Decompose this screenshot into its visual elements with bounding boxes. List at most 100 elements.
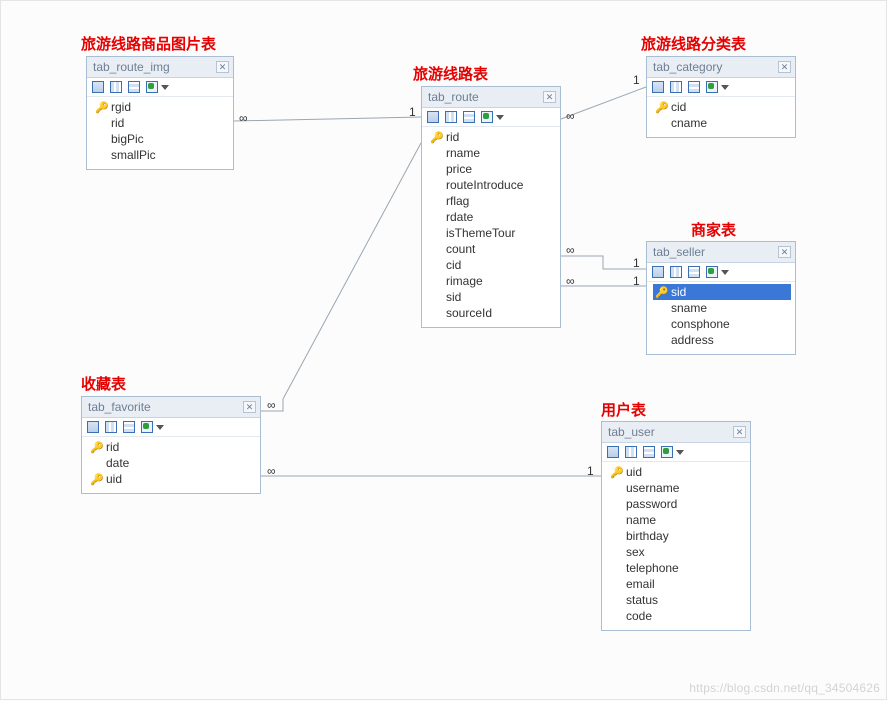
add-icon[interactable] xyxy=(146,81,158,93)
field-name: email xyxy=(626,577,655,591)
field-smallPic[interactable]: smallPic xyxy=(93,147,229,163)
field-isThemeTour[interactable]: isThemeTour xyxy=(428,225,556,241)
columns-icon[interactable] xyxy=(625,446,637,458)
rows-icon[interactable] xyxy=(688,81,700,93)
field-name: username xyxy=(626,481,679,495)
rows-icon[interactable] xyxy=(688,266,700,278)
cardinality-many: ∞ xyxy=(239,111,248,125)
field-name[interactable]: name xyxy=(608,512,746,528)
columns-icon[interactable] xyxy=(670,81,682,93)
rows-icon[interactable] xyxy=(123,421,135,433)
cardinality-one: 1 xyxy=(633,274,640,288)
rows-icon[interactable] xyxy=(128,81,140,93)
table-tab_route_img[interactable]: tab_route_img ✕ 🔑 rgid rid bigPic smallP… xyxy=(86,56,234,170)
dropdown-icon[interactable] xyxy=(721,270,729,275)
table-header[interactable]: tab_favorite ✕ xyxy=(82,397,260,418)
field-rimage[interactable]: rimage xyxy=(428,273,556,289)
close-icon[interactable]: ✕ xyxy=(778,61,791,73)
add-icon[interactable] xyxy=(661,446,673,458)
field-uid[interactable]: 🔑 uid xyxy=(608,464,746,480)
label-route: 旅游线路表 xyxy=(413,63,488,84)
field-date[interactable]: date xyxy=(88,455,256,471)
field-rflag[interactable]: rflag xyxy=(428,193,556,209)
table-header[interactable]: tab_category ✕ xyxy=(647,57,795,78)
table-header[interactable]: tab_route ✕ xyxy=(422,87,560,108)
field-cid[interactable]: 🔑 cid xyxy=(653,99,791,115)
close-icon[interactable]: ✕ xyxy=(778,246,791,258)
view-icon[interactable] xyxy=(427,111,439,123)
field-status[interactable]: status xyxy=(608,592,746,608)
field-uid[interactable]: 🔑 uid xyxy=(88,471,256,487)
rows-icon[interactable] xyxy=(463,111,475,123)
table-tab_route[interactable]: tab_route ✕ 🔑 rid rname price routeIntro… xyxy=(421,86,561,328)
field-name: name xyxy=(626,513,656,527)
cardinality-many: ∞ xyxy=(267,398,276,412)
view-icon[interactable] xyxy=(652,266,664,278)
field-rid[interactable]: 🔑 rid xyxy=(88,439,256,455)
view-icon[interactable] xyxy=(607,446,619,458)
add-icon[interactable] xyxy=(141,421,153,433)
table-title: tab_category xyxy=(651,60,722,74)
table-header[interactable]: tab_user ✕ xyxy=(602,422,750,443)
table-tab_seller[interactable]: tab_seller ✕ 🔑 sid sname consphone addre… xyxy=(646,241,796,355)
field-sname[interactable]: sname xyxy=(653,300,791,316)
field-telephone[interactable]: telephone xyxy=(608,560,746,576)
table-toolbar xyxy=(82,418,260,437)
field-cname[interactable]: cname xyxy=(653,115,791,131)
label-category: 旅游线路分类表 xyxy=(641,33,746,54)
dropdown-icon[interactable] xyxy=(156,425,164,430)
add-icon[interactable] xyxy=(481,111,493,123)
field-rid[interactable]: 🔑 rid xyxy=(428,129,556,145)
add-icon[interactable] xyxy=(706,81,718,93)
field-code[interactable]: code xyxy=(608,608,746,624)
field-rgid[interactable]: 🔑 rgid xyxy=(93,99,229,115)
table-header[interactable]: tab_seller ✕ xyxy=(647,242,795,263)
close-icon[interactable]: ✕ xyxy=(243,401,256,413)
columns-icon[interactable] xyxy=(110,81,122,93)
dropdown-icon[interactable] xyxy=(496,115,504,120)
field-name: uid xyxy=(106,472,122,486)
field-sid[interactable]: sid xyxy=(428,289,556,305)
view-icon[interactable] xyxy=(652,81,664,93)
dropdown-icon[interactable] xyxy=(721,85,729,90)
field-count[interactable]: count xyxy=(428,241,556,257)
field-name: sourceId xyxy=(446,306,492,320)
field-cid[interactable]: cid xyxy=(428,257,556,273)
pk-icon: 🔑 xyxy=(655,286,667,299)
close-icon[interactable]: ✕ xyxy=(543,91,556,103)
close-icon[interactable]: ✕ xyxy=(733,426,746,438)
columns-icon[interactable] xyxy=(105,421,117,433)
pk-icon: 🔑 xyxy=(90,473,102,486)
dropdown-icon[interactable] xyxy=(161,85,169,90)
field-rname[interactable]: rname xyxy=(428,145,556,161)
columns-icon[interactable] xyxy=(445,111,457,123)
dropdown-icon[interactable] xyxy=(676,450,684,455)
table-header[interactable]: tab_route_img ✕ xyxy=(87,57,233,78)
field-routeIntroduce[interactable]: routeIntroduce xyxy=(428,177,556,193)
field-sourceId[interactable]: sourceId xyxy=(428,305,556,321)
field-consphone[interactable]: consphone xyxy=(653,316,791,332)
field-address[interactable]: address xyxy=(653,332,791,348)
field-sex[interactable]: sex xyxy=(608,544,746,560)
rows-icon[interactable] xyxy=(643,446,655,458)
view-icon[interactable] xyxy=(92,81,104,93)
add-icon[interactable] xyxy=(706,266,718,278)
field-name: cname xyxy=(671,116,707,130)
field-rdate[interactable]: rdate xyxy=(428,209,556,225)
field-bigPic[interactable]: bigPic xyxy=(93,131,229,147)
table-tab_user[interactable]: tab_user ✕ 🔑 uid username password name … xyxy=(601,421,751,631)
field-birthday[interactable]: birthday xyxy=(608,528,746,544)
field-price[interactable]: price xyxy=(428,161,556,177)
field-rid[interactable]: rid xyxy=(93,115,229,131)
view-icon[interactable] xyxy=(87,421,99,433)
field-sid[interactable]: 🔑 sid xyxy=(653,284,791,300)
field-name: sex xyxy=(626,545,645,559)
field-email[interactable]: email xyxy=(608,576,746,592)
field-username[interactable]: username xyxy=(608,480,746,496)
table-tab_category[interactable]: tab_category ✕ 🔑 cid cname xyxy=(646,56,796,138)
close-icon[interactable]: ✕ xyxy=(216,61,229,73)
table-tab_favorite[interactable]: tab_favorite ✕ 🔑 rid date 🔑 uid xyxy=(81,396,261,494)
columns-icon[interactable] xyxy=(670,266,682,278)
field-name: isThemeTour xyxy=(446,226,515,240)
field-password[interactable]: password xyxy=(608,496,746,512)
